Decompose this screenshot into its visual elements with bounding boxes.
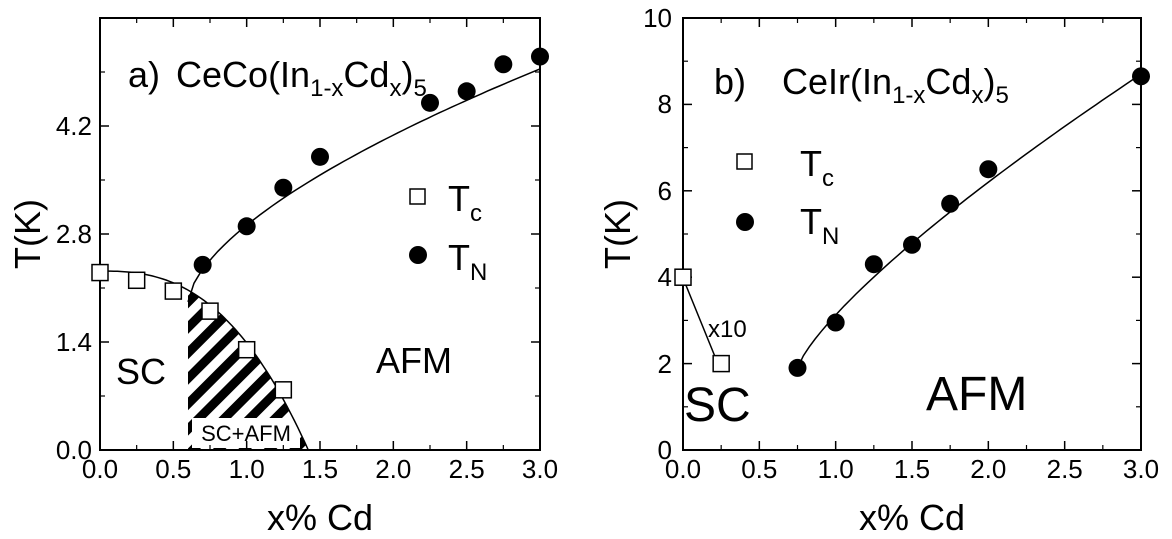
- panel-b: 0.0 0.5 1.0 1.5 2.0 2.5 3.0 0 2 4 6 8 10…: [597, 3, 1159, 538]
- x-tick-label: 0.5: [155, 454, 191, 484]
- legend-tn-marker: [409, 246, 427, 264]
- x-tick-labels-a: 0.0 0.5 1.0 1.5 2.0 2.5 3.0: [82, 454, 558, 484]
- y-tick-label: 8: [658, 89, 672, 119]
- y-tick-label: 6: [658, 176, 672, 206]
- x-tick-label: 3.0: [522, 454, 558, 484]
- tc-data-point: [202, 303, 218, 319]
- panel-title-b: b) CeIr(In1-xCdx)5: [714, 61, 1009, 109]
- legend-tn-marker: [736, 213, 754, 231]
- tn-data-point: [494, 55, 512, 73]
- x-tick-label: 2.0: [970, 454, 1006, 484]
- x-tick-label: 2.0: [375, 454, 411, 484]
- x-tick-label: 1.0: [818, 454, 854, 484]
- legend-tc-marker: [737, 154, 752, 169]
- x-tick-label: 2.5: [449, 454, 485, 484]
- x-tick-label: 3.0: [1123, 454, 1159, 484]
- tn-data-point: [903, 236, 921, 254]
- x-tick-label: 1.0: [229, 454, 265, 484]
- y-tick-label: 4.2: [56, 111, 92, 141]
- tn-data-point: [1132, 67, 1150, 85]
- tn-fit-curve-b: [798, 69, 1149, 368]
- legend-tc-label: Tc: [448, 178, 482, 227]
- x-tick-label: 2.5: [1047, 454, 1083, 484]
- y-tick-label: 10: [643, 3, 672, 33]
- sc-region-label-b: SC: [684, 379, 751, 432]
- y-tick-label: 4: [658, 262, 672, 292]
- tc-data-point: [713, 356, 729, 372]
- tn-fit-curve-a: [188, 66, 547, 302]
- tc-data-point: [129, 272, 145, 288]
- tn-data-point: [238, 217, 256, 235]
- panel-title-a: a) CeCo(In1-xCdx)5: [128, 54, 427, 102]
- tn-data-point: [458, 82, 476, 100]
- x-axis-title-a: x% Cd: [267, 497, 373, 538]
- legend-b: Tc TN: [736, 143, 839, 250]
- x10-annotation: x10: [708, 316, 747, 343]
- y-tick-labels-a: 0.0 1.4 2.8 4.2: [56, 111, 92, 465]
- tn-data-point: [531, 48, 549, 66]
- legend-tn-label: TN: [800, 201, 839, 250]
- tc-data-point: [92, 265, 108, 281]
- x-axis-title-b: x% Cd: [859, 497, 965, 538]
- afm-region-label-b: AFM: [926, 368, 1027, 421]
- afm-region-label-a: AFM: [376, 340, 452, 381]
- tn-data-point: [194, 256, 212, 274]
- legend-tc-label: Tc: [800, 143, 834, 192]
- panel-a: SC+AFM 0.0 0.5 1.0 1.5 2.0 2.5 3.0 0.0 1…: [7, 18, 558, 538]
- y-tick-label: 2.8: [56, 219, 92, 249]
- tn-data-point: [789, 359, 807, 377]
- y-tick-labels-b: 0 2 4 6 8 10: [643, 3, 672, 465]
- y-tick-label: 1.4: [56, 327, 92, 357]
- y-tick-label: 0.0: [56, 435, 92, 465]
- tc-data-point: [275, 382, 291, 398]
- legend-tn-label: TN: [448, 237, 487, 286]
- sc-region-label-a: SC: [116, 351, 166, 392]
- tn-data-point: [941, 195, 959, 213]
- x-tick-labels-b: 0.0 0.5 1.0 1.5 2.0 2.5 3.0: [665, 454, 1159, 484]
- tn-data-point: [865, 255, 883, 273]
- tc-data-point: [165, 283, 181, 299]
- x-tick-label: 1.5: [302, 454, 338, 484]
- y-axis-title-b: T(K): [597, 199, 638, 269]
- tc-data-point: [239, 342, 255, 358]
- x-tick-label: 1.5: [894, 454, 930, 484]
- tn-data-point: [421, 94, 439, 112]
- tn-data-point: [827, 314, 845, 332]
- legend-tc-marker: [410, 189, 425, 204]
- tn-data-point: [274, 179, 292, 197]
- y-axis-title-a: T(K): [7, 199, 48, 269]
- x-tick-label: 0.5: [741, 454, 777, 484]
- legend-a: Tc TN: [409, 178, 487, 286]
- tc-data-point: [675, 269, 691, 285]
- y-tick-label: 2: [658, 349, 672, 379]
- y-tick-label: 0: [658, 435, 672, 465]
- tn-data-point: [311, 148, 329, 166]
- tn-data-point: [979, 160, 997, 178]
